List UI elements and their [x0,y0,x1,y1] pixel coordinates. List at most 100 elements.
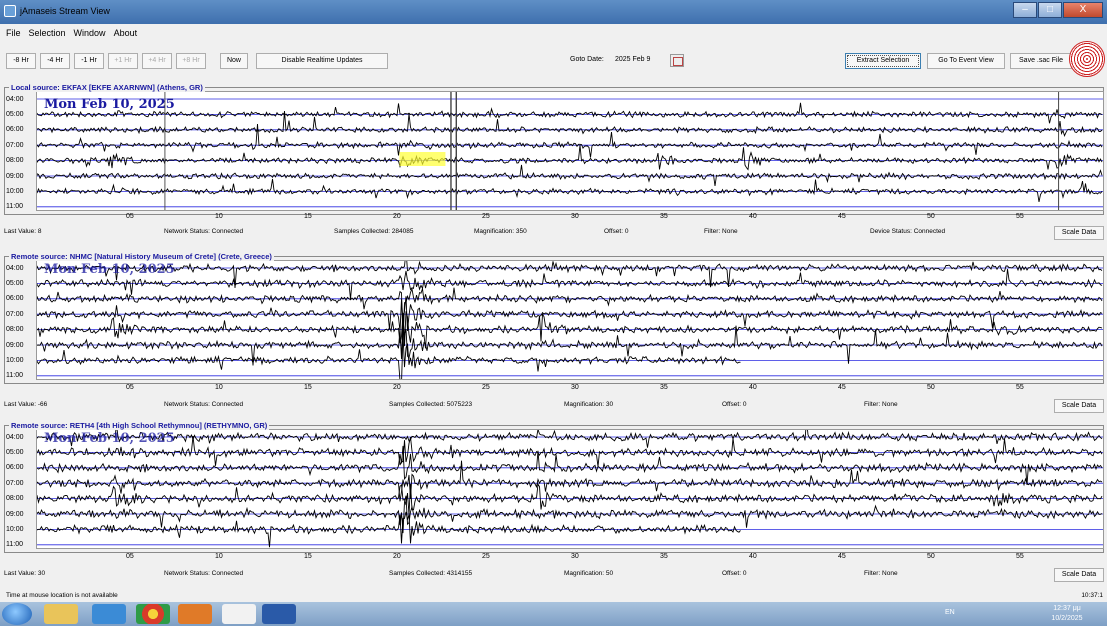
status-bar: Time at mouse location is not available … [0,589,1107,601]
scale-data-button[interactable]: Scale Data [1054,226,1104,240]
samples-collected: Samples Collected: 284085 [334,228,414,235]
language-indicator[interactable]: EN [945,609,955,616]
seismogram-trace [37,482,1103,515]
minute-tick-label: 10 [215,553,223,560]
window-controls: – □ X [1013,2,1103,18]
minute-tick-label: 45 [838,553,846,560]
filter: Filter: None [864,401,898,408]
save-sac-file-button[interactable]: Save .sac File [1010,53,1072,69]
network-status: Network Status: Connected [164,570,244,577]
minute-tick-label: 25 [482,213,490,220]
taskbar-clock[interactable]: 12:37 μμ 10/2/2025 [1051,605,1083,622]
goto-date-label: Goto Date: [570,56,604,63]
magnification: Magnification: 50 [564,570,614,577]
offset: Offset: 0 [722,401,747,408]
current-time: 10:37:1 [1081,592,1103,599]
seismogram-trace [37,164,1103,187]
source-label: Remote source: NHMC [Natural History Mus… [9,252,274,261]
hour-label: 10:00 [6,188,24,195]
date-label: Mon Feb 10, 2025 [44,97,175,112]
magnification: Magnification: 350 [474,228,527,235]
minus-1hr-button[interactable]: -1 Hr [74,53,104,69]
panel-status-bar: Last Value: -66 Network Status: Connecte… [4,399,1104,413]
toolbar: -8 Hr -4 Hr -1 Hr +1 Hr +4 Hr +8 Hr Now … [0,41,1107,79]
scale-data-button[interactable]: Scale Data [1054,568,1104,582]
start-button[interactable] [2,603,32,625]
seismogram-trace [37,311,1103,349]
magnification: Magnification: 30 [564,401,614,408]
minute-tick-label: 55 [1016,553,1024,560]
go-to-event-view-button[interactable]: Go To Event View [927,53,1005,69]
disable-realtime-button[interactable]: Disable Realtime Updates [256,53,388,69]
offset: Offset: 0 [604,228,629,235]
seismogram-trace [37,460,1103,502]
menu-bar: File Selection Window About [0,24,1107,41]
seismogram-trace [37,430,1103,448]
minus-4hr-button[interactable]: -4 Hr [40,53,70,69]
chrome-icon[interactable] [136,604,170,624]
date-label: Mon Feb 10, 2025 [44,262,175,277]
minute-ticks: 05 10 15 20 25 30 35 40 45 50 55 [36,384,1104,394]
minimize-button[interactable]: – [1013,2,1037,18]
hour-label: 11:00 [6,203,23,210]
menu-selection[interactable]: Selection [28,27,66,38]
title-bar: jAmaseis Stream View – □ X [0,0,1107,24]
selection-highlight[interactable] [399,152,446,166]
hour-label: 07:00 [6,480,24,487]
close-button[interactable]: X [1063,2,1103,18]
seismogram-plot[interactable] [36,429,1104,549]
device-status: Device Status: Connected [870,228,946,235]
minute-tick-label: 05 [126,384,134,391]
minute-tick-label: 20 [393,553,401,560]
seismogram-trace [37,123,1103,158]
minute-tick-label: 35 [660,553,668,560]
goto-date-field[interactable]: 2025 Feb 9 [615,56,651,63]
seismogram-trace [37,445,1103,486]
plus-1hr-button[interactable]: +1 Hr [108,53,138,69]
plus-4hr-button[interactable]: +4 Hr [142,53,172,69]
menu-window[interactable]: Window [73,27,106,38]
seismogram-trace [37,110,1103,137]
samples-collected: Samples Collected: 5075223 [389,401,473,408]
menu-file[interactable]: File [6,27,21,38]
seismogram-plot[interactable] [36,91,1104,211]
minute-tick-label: 40 [749,213,757,220]
taskbar: EN 12:37 μμ 10/2/2025 [0,602,1107,626]
hour-label: 04:00 [6,434,24,441]
last-value: Last Value: 30 [4,570,46,577]
seismogram-trace [37,511,741,548]
minute-tick-label: 15 [304,384,312,391]
seismogram-plot[interactable] [36,260,1104,380]
offset: Offset: 0 [722,570,747,577]
hour-label: 06:00 [6,126,24,133]
scale-data-button[interactable]: Scale Data [1054,399,1104,413]
minute-tick-label: 25 [482,384,490,391]
minute-tick-label: 40 [749,553,757,560]
now-button[interactable]: Now [220,53,248,69]
source-label: Remote source: RETH4 [4th High School Re… [9,421,270,430]
amaseis-task-icon[interactable] [222,604,256,624]
word-icon[interactable] [262,604,296,624]
hour-label: 10:00 [6,526,24,533]
hour-label: 05:00 [6,280,24,287]
minute-tick-label: 25 [482,553,490,560]
seismogram-trace [37,287,1103,343]
seismogram-trace [37,495,1103,534]
plus-8hr-button[interactable]: +8 Hr [176,53,206,69]
minute-tick-label: 45 [838,213,846,220]
minus-8hr-button[interactable]: -8 Hr [6,53,36,69]
maximize-button[interactable]: □ [1038,2,1062,18]
edge-icon[interactable] [92,604,126,624]
calendar-icon[interactable] [670,54,684,67]
hour-label: 08:00 [6,326,24,333]
menu-about[interactable]: About [113,27,138,38]
hour-label: 09:00 [6,173,24,180]
hour-label: 10:00 [6,357,24,364]
minute-tick-label: 30 [571,553,579,560]
minute-tick-label: 35 [660,213,668,220]
firefox-icon[interactable] [178,604,212,624]
minute-tick-label: 30 [571,384,579,391]
explorer-icon[interactable] [44,604,78,624]
extract-selection-button[interactable]: Extract Selection [845,53,921,69]
hour-label: 09:00 [6,342,24,349]
